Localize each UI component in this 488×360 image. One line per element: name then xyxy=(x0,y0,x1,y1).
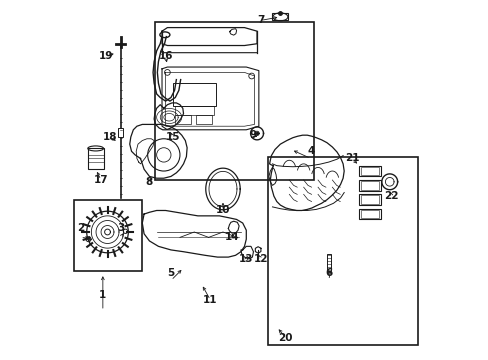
Bar xyxy=(359,209,380,220)
Bar xyxy=(359,180,380,191)
Bar xyxy=(272,13,287,21)
Text: 9: 9 xyxy=(249,130,257,140)
Bar xyxy=(88,148,103,168)
Bar xyxy=(74,200,142,271)
Text: 12: 12 xyxy=(253,254,267,264)
Text: 13: 13 xyxy=(239,254,253,264)
Text: 6: 6 xyxy=(325,268,332,278)
Text: 2: 2 xyxy=(77,224,84,233)
Bar xyxy=(360,181,378,190)
Text: 14: 14 xyxy=(224,232,239,242)
Bar xyxy=(174,107,214,116)
Text: 17: 17 xyxy=(94,175,108,185)
Bar xyxy=(360,167,378,175)
Bar xyxy=(155,22,314,180)
Text: 10: 10 xyxy=(215,206,230,216)
Bar xyxy=(326,253,330,271)
Bar xyxy=(174,116,190,125)
Text: 22: 22 xyxy=(384,191,398,201)
Bar xyxy=(172,83,215,107)
Text: 7: 7 xyxy=(256,15,264,26)
Text: 5: 5 xyxy=(167,268,174,278)
Bar xyxy=(267,157,418,345)
Text: 16: 16 xyxy=(158,51,172,61)
Bar xyxy=(118,128,123,137)
Text: 21: 21 xyxy=(344,153,359,163)
Text: 8: 8 xyxy=(145,177,153,187)
Text: 3: 3 xyxy=(117,224,124,233)
Bar xyxy=(359,166,380,176)
Text: 20: 20 xyxy=(278,333,292,343)
Text: 15: 15 xyxy=(165,132,180,142)
Bar xyxy=(359,194,380,205)
Text: 11: 11 xyxy=(203,295,217,305)
Bar xyxy=(360,210,378,219)
Bar xyxy=(196,116,212,125)
Text: 19: 19 xyxy=(99,51,113,61)
Text: 1: 1 xyxy=(99,290,106,300)
Bar xyxy=(360,195,378,204)
Text: 4: 4 xyxy=(306,146,314,156)
Text: 18: 18 xyxy=(102,132,117,142)
